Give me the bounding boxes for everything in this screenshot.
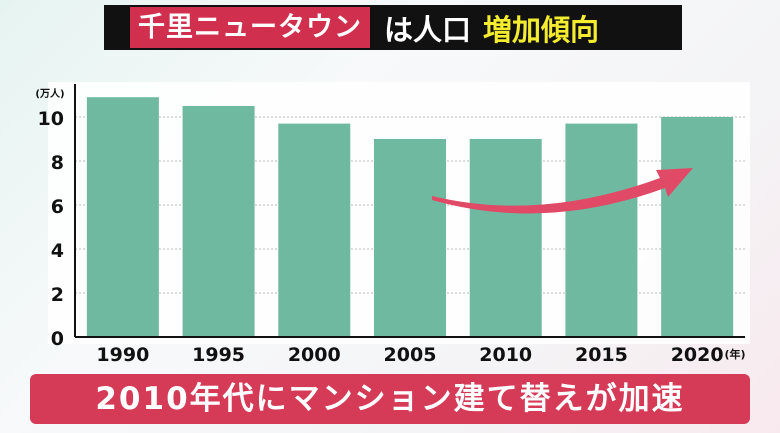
bar-2015: [565, 123, 638, 337]
caption-banner: 2010年代にマンション建て替えが加速: [30, 374, 750, 424]
bar-2000: [278, 123, 351, 337]
title-highlight: 千里ニュータウン: [130, 7, 370, 48]
bar-1995: [182, 106, 255, 337]
x-tick-label: 1995: [192, 344, 245, 366]
bar-2010: [469, 139, 542, 337]
y-tick-label: 8: [51, 152, 64, 174]
x-tick-label: 2010: [479, 344, 532, 366]
y-axis-unit: (万人): [35, 87, 64, 100]
x-tick-label: 2005: [384, 344, 437, 366]
y-tick-label: 10: [38, 108, 64, 130]
bar-2005: [374, 139, 446, 337]
bar-1990: [86, 97, 159, 337]
x-tick-label: 2000: [288, 344, 341, 366]
y-tick-label: 0: [51, 328, 64, 350]
x-axis-unit: (年): [724, 347, 745, 361]
title-accent: 増加傾向: [483, 12, 600, 47]
title-middle: は人口: [384, 12, 472, 47]
y-tick-label: 4: [51, 240, 64, 262]
x-tick-label: 1990: [96, 344, 149, 366]
bar-2020: [661, 117, 734, 337]
y-tick-label: 6: [51, 196, 64, 218]
title-banner: 千里ニュータウン は人口 増加傾向: [104, 5, 682, 50]
x-tick-label: 2015: [575, 344, 628, 366]
x-tick-label: 2020: [671, 344, 724, 366]
trend-arrow: [432, 168, 693, 214]
y-tick-label: 2: [51, 284, 64, 306]
